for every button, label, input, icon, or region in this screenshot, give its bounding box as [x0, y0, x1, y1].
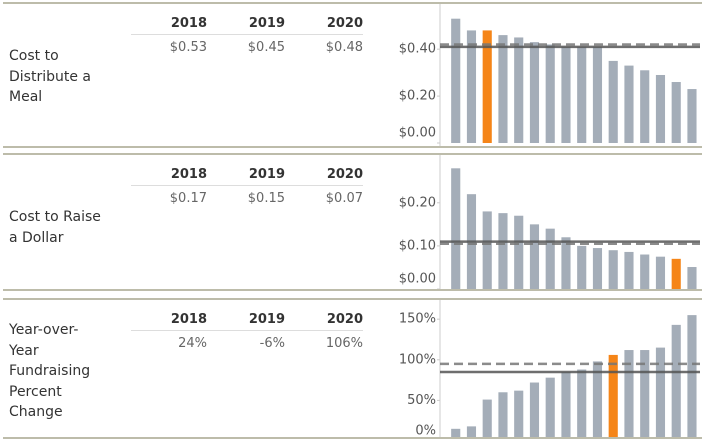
bar	[451, 168, 461, 289]
column-header: 2018	[170, 312, 207, 327]
bar	[529, 382, 540, 437]
bar	[482, 211, 492, 289]
panel: Cost to Distribute a Meal 2018 $0.53 2019 $0…	[3, 2, 702, 148]
y-tick-label: $0.40	[399, 42, 436, 57]
bar	[577, 46, 587, 143]
y-tick-label: $0.00	[399, 126, 436, 141]
panel: Cost to Raise a Dollar 2018 $0.17 2019 $0.15…	[3, 153, 702, 291]
bar	[608, 354, 618, 437]
row-label: Cost to Distribute a Meal	[9, 48, 91, 105]
bar	[514, 215, 524, 289]
bar	[577, 369, 587, 437]
y-tick-label: 0%	[415, 424, 436, 438]
bar	[624, 251, 634, 289]
bar	[608, 250, 618, 289]
bar	[466, 30, 477, 143]
y-tick-label: $0.20	[399, 89, 436, 104]
table-value: $0.07	[325, 191, 363, 206]
y-tick-label: $0.00	[399, 272, 436, 287]
bar	[655, 74, 666, 143]
bar	[561, 237, 571, 289]
bar	[640, 254, 650, 289]
panel: Year-over-Year Fundraising Percent Chang…	[3, 298, 702, 439]
bar	[655, 256, 666, 289]
table-rule	[131, 330, 363, 331]
table-value: 106%	[325, 336, 363, 351]
table-rule	[131, 185, 363, 186]
bar	[498, 213, 508, 289]
bar	[687, 267, 697, 289]
bar	[687, 315, 697, 437]
bar	[624, 350, 634, 437]
bar	[671, 82, 681, 143]
bar	[592, 361, 603, 437]
y-tick-label: $0.10	[399, 238, 436, 253]
bar	[592, 248, 603, 289]
bar	[451, 428, 461, 437]
bar	[655, 347, 666, 437]
bar	[498, 35, 508, 143]
y-tick-label: 50%	[407, 393, 436, 408]
table-value: $0.48	[325, 40, 363, 55]
column-header: 2020	[326, 312, 363, 327]
column-header: 2020	[326, 16, 363, 31]
column-header: 2020	[326, 167, 363, 182]
bar	[592, 46, 603, 143]
bar	[529, 42, 540, 143]
bar-chart: $0.00 $0.20 $0.40	[399, 4, 700, 146]
table-rule	[131, 34, 363, 35]
table-value: $0.15	[247, 191, 285, 206]
row-label: Cost to Raise a Dollar	[9, 209, 101, 246]
table-value: -6%	[259, 336, 285, 351]
y-tick-label: $0.20	[399, 195, 436, 210]
table-value: 24%	[178, 336, 207, 351]
bar	[545, 44, 555, 144]
bar	[466, 426, 477, 437]
bar	[640, 70, 650, 143]
bar	[561, 371, 571, 437]
bar	[671, 258, 681, 289]
bar	[482, 399, 492, 437]
bar	[624, 65, 634, 143]
table-value: $0.45	[247, 40, 285, 55]
y-tick-label: 150%	[399, 312, 436, 327]
bar	[577, 245, 587, 289]
bar-chart: 0% 50% 100% 150%	[399, 300, 700, 438]
bar	[482, 30, 492, 143]
column-header: 2018	[170, 167, 207, 182]
y-tick-label: 100%	[399, 352, 436, 367]
bar	[498, 392, 508, 437]
bar	[451, 18, 461, 143]
table-value: $0.17	[169, 191, 207, 206]
column-header: 2018	[170, 16, 207, 31]
bar	[561, 46, 571, 143]
bar	[514, 390, 524, 437]
bar	[687, 89, 697, 143]
column-header: 2019	[248, 167, 285, 182]
column-header: 2019	[248, 16, 285, 31]
bar	[608, 60, 618, 144]
bar	[514, 37, 524, 143]
bar	[640, 350, 650, 437]
bar	[671, 324, 681, 437]
bar	[545, 228, 555, 289]
row-label: Year-over-Year Fundraising Percent Chang…	[9, 322, 91, 420]
column-header: 2019	[248, 312, 285, 327]
bar	[545, 377, 555, 437]
bar-chart: $0.00 $0.10 $0.20	[399, 155, 700, 289]
bar	[529, 224, 540, 289]
table-value: $0.53	[169, 40, 207, 55]
